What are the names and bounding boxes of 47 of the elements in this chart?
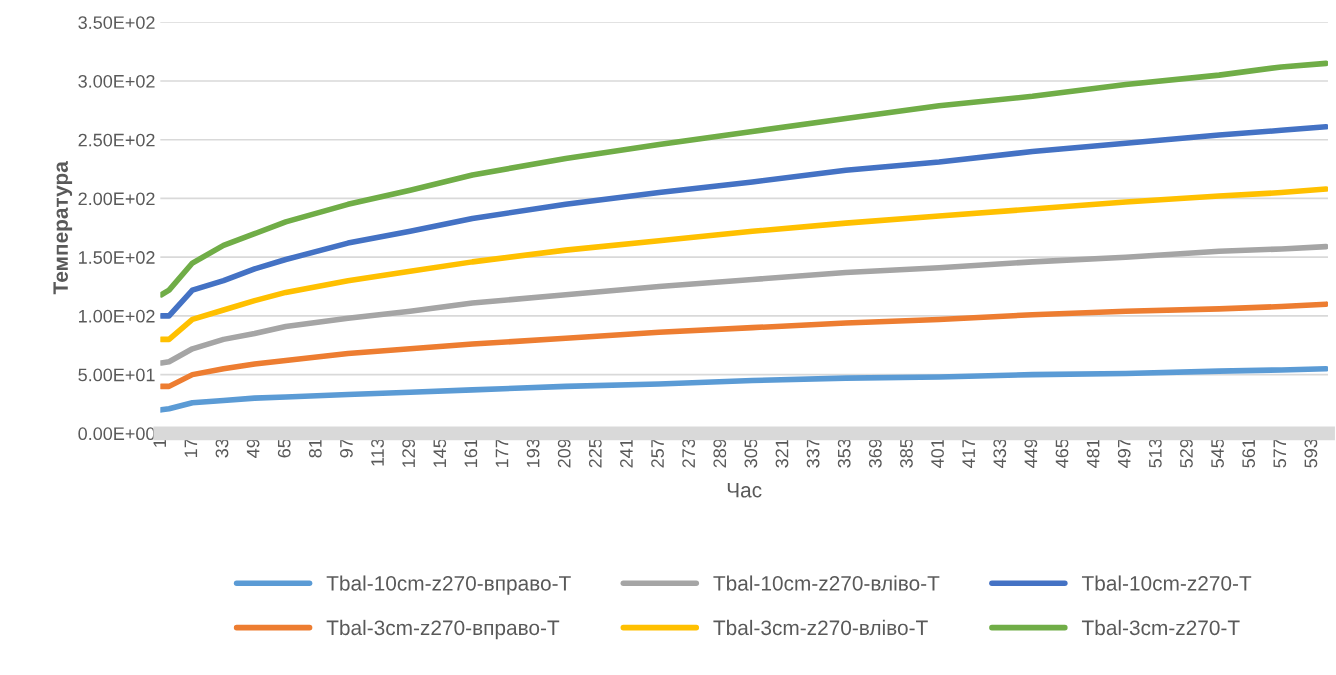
legend-label: Tbal-10cm-z270-вліво-T — [713, 575, 940, 591]
legend-label: Tbal-10cm-z270-T — [1081, 575, 1252, 591]
legend-label: Tbal-3cm-z270-вліво-T — [713, 619, 928, 636]
x-tick-label: 81 — [308, 439, 322, 458]
x-tick-label: 417 — [962, 439, 975, 468]
y-tick-label: 2.00E+02 — [78, 192, 155, 206]
x-tick-label: 465 — [1055, 438, 1069, 468]
y-tick-label: 3.00E+02 — [78, 74, 155, 88]
x-tick-label: 241 — [620, 439, 633, 468]
x-tick-label: 401 — [931, 439, 944, 468]
x-tick-label: 161 — [464, 439, 478, 467]
legend-label: Tbal-10cm-z270-вправо-T — [326, 575, 571, 595]
x-tick-label: 577 — [1273, 439, 1287, 468]
x-tick-label: 177 — [495, 439, 509, 467]
x-tick-label: 385 — [900, 438, 913, 468]
x-tick-label: 481 — [1086, 439, 1100, 468]
x-tick-label: 145 — [433, 438, 447, 467]
x-tick-label: 225 — [588, 438, 602, 468]
x-tick-label: 97 — [340, 439, 353, 458]
y-tick-label: 1.00E+02 — [79, 309, 155, 323]
x-tick-label: 353 — [837, 439, 851, 468]
x-tick-label: 337 — [806, 439, 820, 468]
x-tick-label: 497 — [1117, 439, 1131, 468]
x-tick-label: 305 — [744, 438, 758, 468]
y-tick-label: 5.00E+01 — [78, 368, 155, 382]
x-tick-label: 513 — [1148, 439, 1162, 468]
x-axis-title: Час — [727, 482, 762, 498]
x-tick-label: 321 — [775, 439, 789, 468]
x-tick-label: 257 — [651, 439, 664, 468]
y-axis-title: Температура — [53, 161, 73, 295]
x-tick-label: 65 — [277, 438, 291, 458]
x-tick-label: 369 — [868, 439, 882, 468]
x-tick-label: 561 — [1242, 439, 1256, 468]
x-tick-label: 545 — [1211, 438, 1224, 468]
x-tick-label: 433 — [993, 439, 1007, 468]
x-tick-label: 113 — [371, 439, 384, 466]
x-tick-label: 1 — [153, 439, 166, 447]
y-tick-label: 1.50E+02 — [79, 251, 155, 264]
x-tick-label: 209 — [557, 439, 571, 468]
legend-label: Tbal-3cm-z270-T — [1081, 619, 1240, 636]
x-tick-label: 17 — [184, 439, 198, 457]
y-tick-label: 0.00E+00 — [78, 427, 155, 441]
y-tick-label: 3.50E+02 — [78, 16, 155, 29]
y-tick-label: 2.50E+02 — [78, 133, 155, 147]
x-tick-label: 273 — [682, 439, 696, 468]
legend-label: Tbal-3cm-z270-вправо-T — [326, 619, 560, 640]
x-tick-label: 593 — [1304, 439, 1318, 468]
